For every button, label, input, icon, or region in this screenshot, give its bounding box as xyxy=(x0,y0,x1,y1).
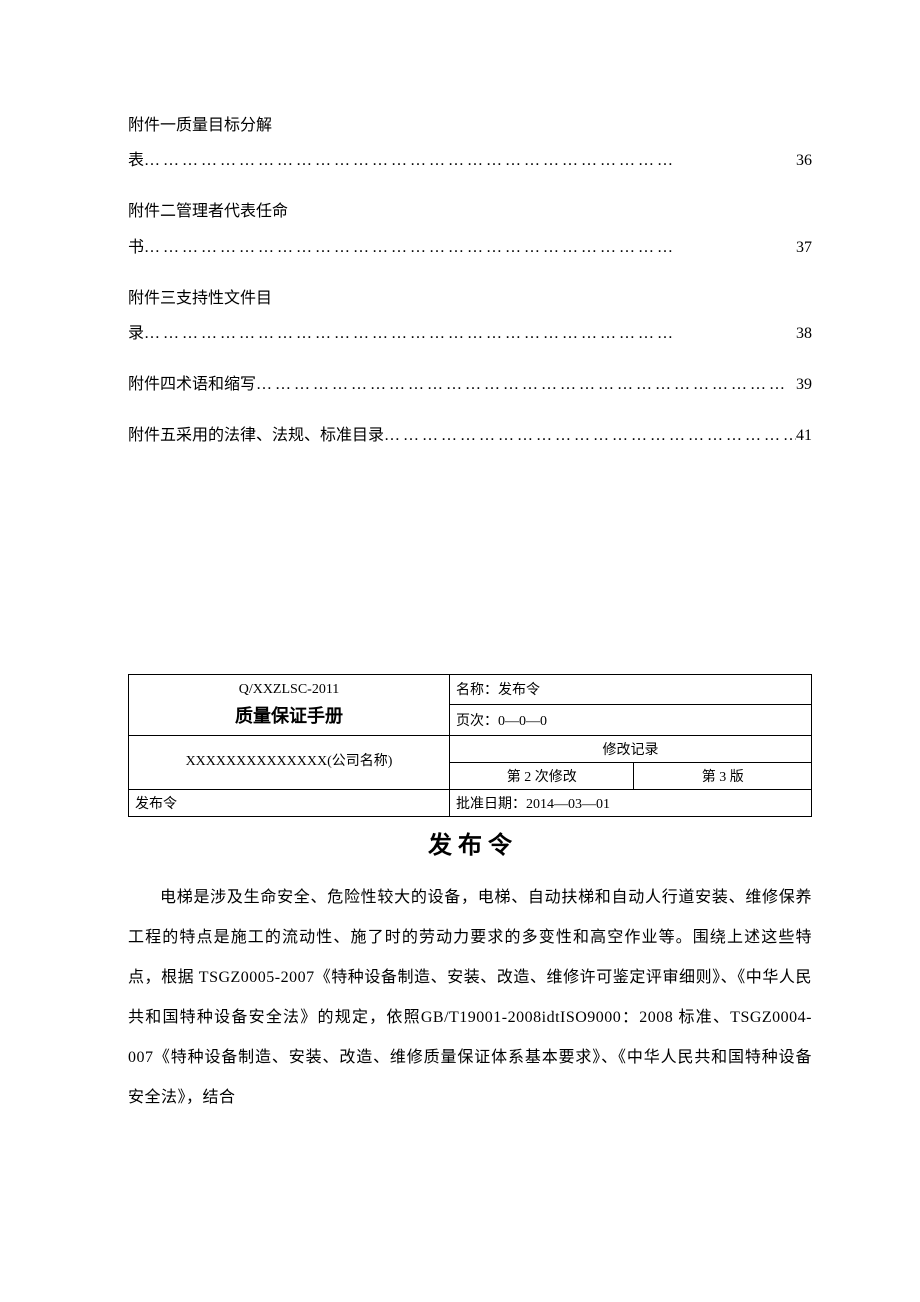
section-heading: 发 布 令 xyxy=(128,825,812,860)
toc-title-line2: 表 xyxy=(128,143,144,178)
manual-title: 质量保证手册 xyxy=(135,701,443,732)
code-and-title-cell: Q/XXZLSC-2011 质量保证手册 xyxy=(129,674,450,735)
document-info-table: Q/XXZLSC-2011 质量保证手册 名称：发布令 页次：0—0—0 XXX… xyxy=(128,674,812,817)
toc-page-number: 37 xyxy=(796,230,812,265)
toc-title-single: 附件五采用的法律、法规、标准目录 xyxy=(128,418,384,453)
document-code: Q/XXZLSC-2011 xyxy=(135,678,443,702)
toc-page-number: 36 xyxy=(796,143,812,178)
toc-page-number: 38 xyxy=(796,316,812,351)
body-paragraph: 电梯是涉及生命安全、危险性较大的设备，电梯、自动扶梯和自动人行道安装、维修保养工… xyxy=(128,878,812,1118)
toc-title-single: 附件四术语和缩写 xyxy=(128,367,256,402)
toc-dots: ………………………………………………………………………… xyxy=(144,316,796,351)
approval-date-cell: 批准日期：2014—03—01 xyxy=(450,789,812,816)
page-number-cell: 页次：0—0—0 xyxy=(450,705,812,736)
toc-page-number: 41 xyxy=(796,418,812,453)
toc-dots: ………………………………………………………………………… xyxy=(256,367,796,402)
toc-item: 附件五采用的法律、法规、标准目录 ……………………………………………………………… xyxy=(128,418,812,453)
toc-title-line1: 附件二管理者代表任命 xyxy=(128,194,812,229)
revision-header-cell: 修改记录 xyxy=(450,735,812,762)
toc-page-number: 39 xyxy=(796,367,812,402)
toc-item: 附件三支持性文件目 录 …………………………………………………………………………… xyxy=(128,281,812,351)
company-name-cell: XXXXXXXXXXXXXX(公司名称) xyxy=(129,735,450,789)
footer-left-cell: 发布令 xyxy=(129,789,450,816)
revision-count-cell: 第 2 次修改 xyxy=(450,762,634,789)
toc-item: 附件二管理者代表任命 书 ………………………………………………………………………… xyxy=(128,194,812,264)
toc-title-line1: 附件一质量目标分解 xyxy=(128,108,812,143)
toc-title-line2: 书 xyxy=(128,230,144,265)
toc-title-line2: 录 xyxy=(128,316,144,351)
table-of-contents: 附件一质量目标分解 表 …………………………………………………………………………… xyxy=(128,108,812,454)
toc-dots: ………………………………………………………………………… xyxy=(144,143,796,178)
toc-item: 附件一质量目标分解 表 …………………………………………………………………………… xyxy=(128,108,812,178)
toc-dots: ………………………………………………………………………… xyxy=(144,230,796,265)
name-cell: 名称：发布令 xyxy=(450,674,812,705)
toc-title-line1: 附件三支持性文件目 xyxy=(128,281,812,316)
toc-item: 附件四术语和缩写 ………………………………………………………………………… 39 xyxy=(128,367,812,402)
version-cell: 第 3 版 xyxy=(634,762,812,789)
toc-dots: ………………………………………………………………………… xyxy=(384,418,796,453)
